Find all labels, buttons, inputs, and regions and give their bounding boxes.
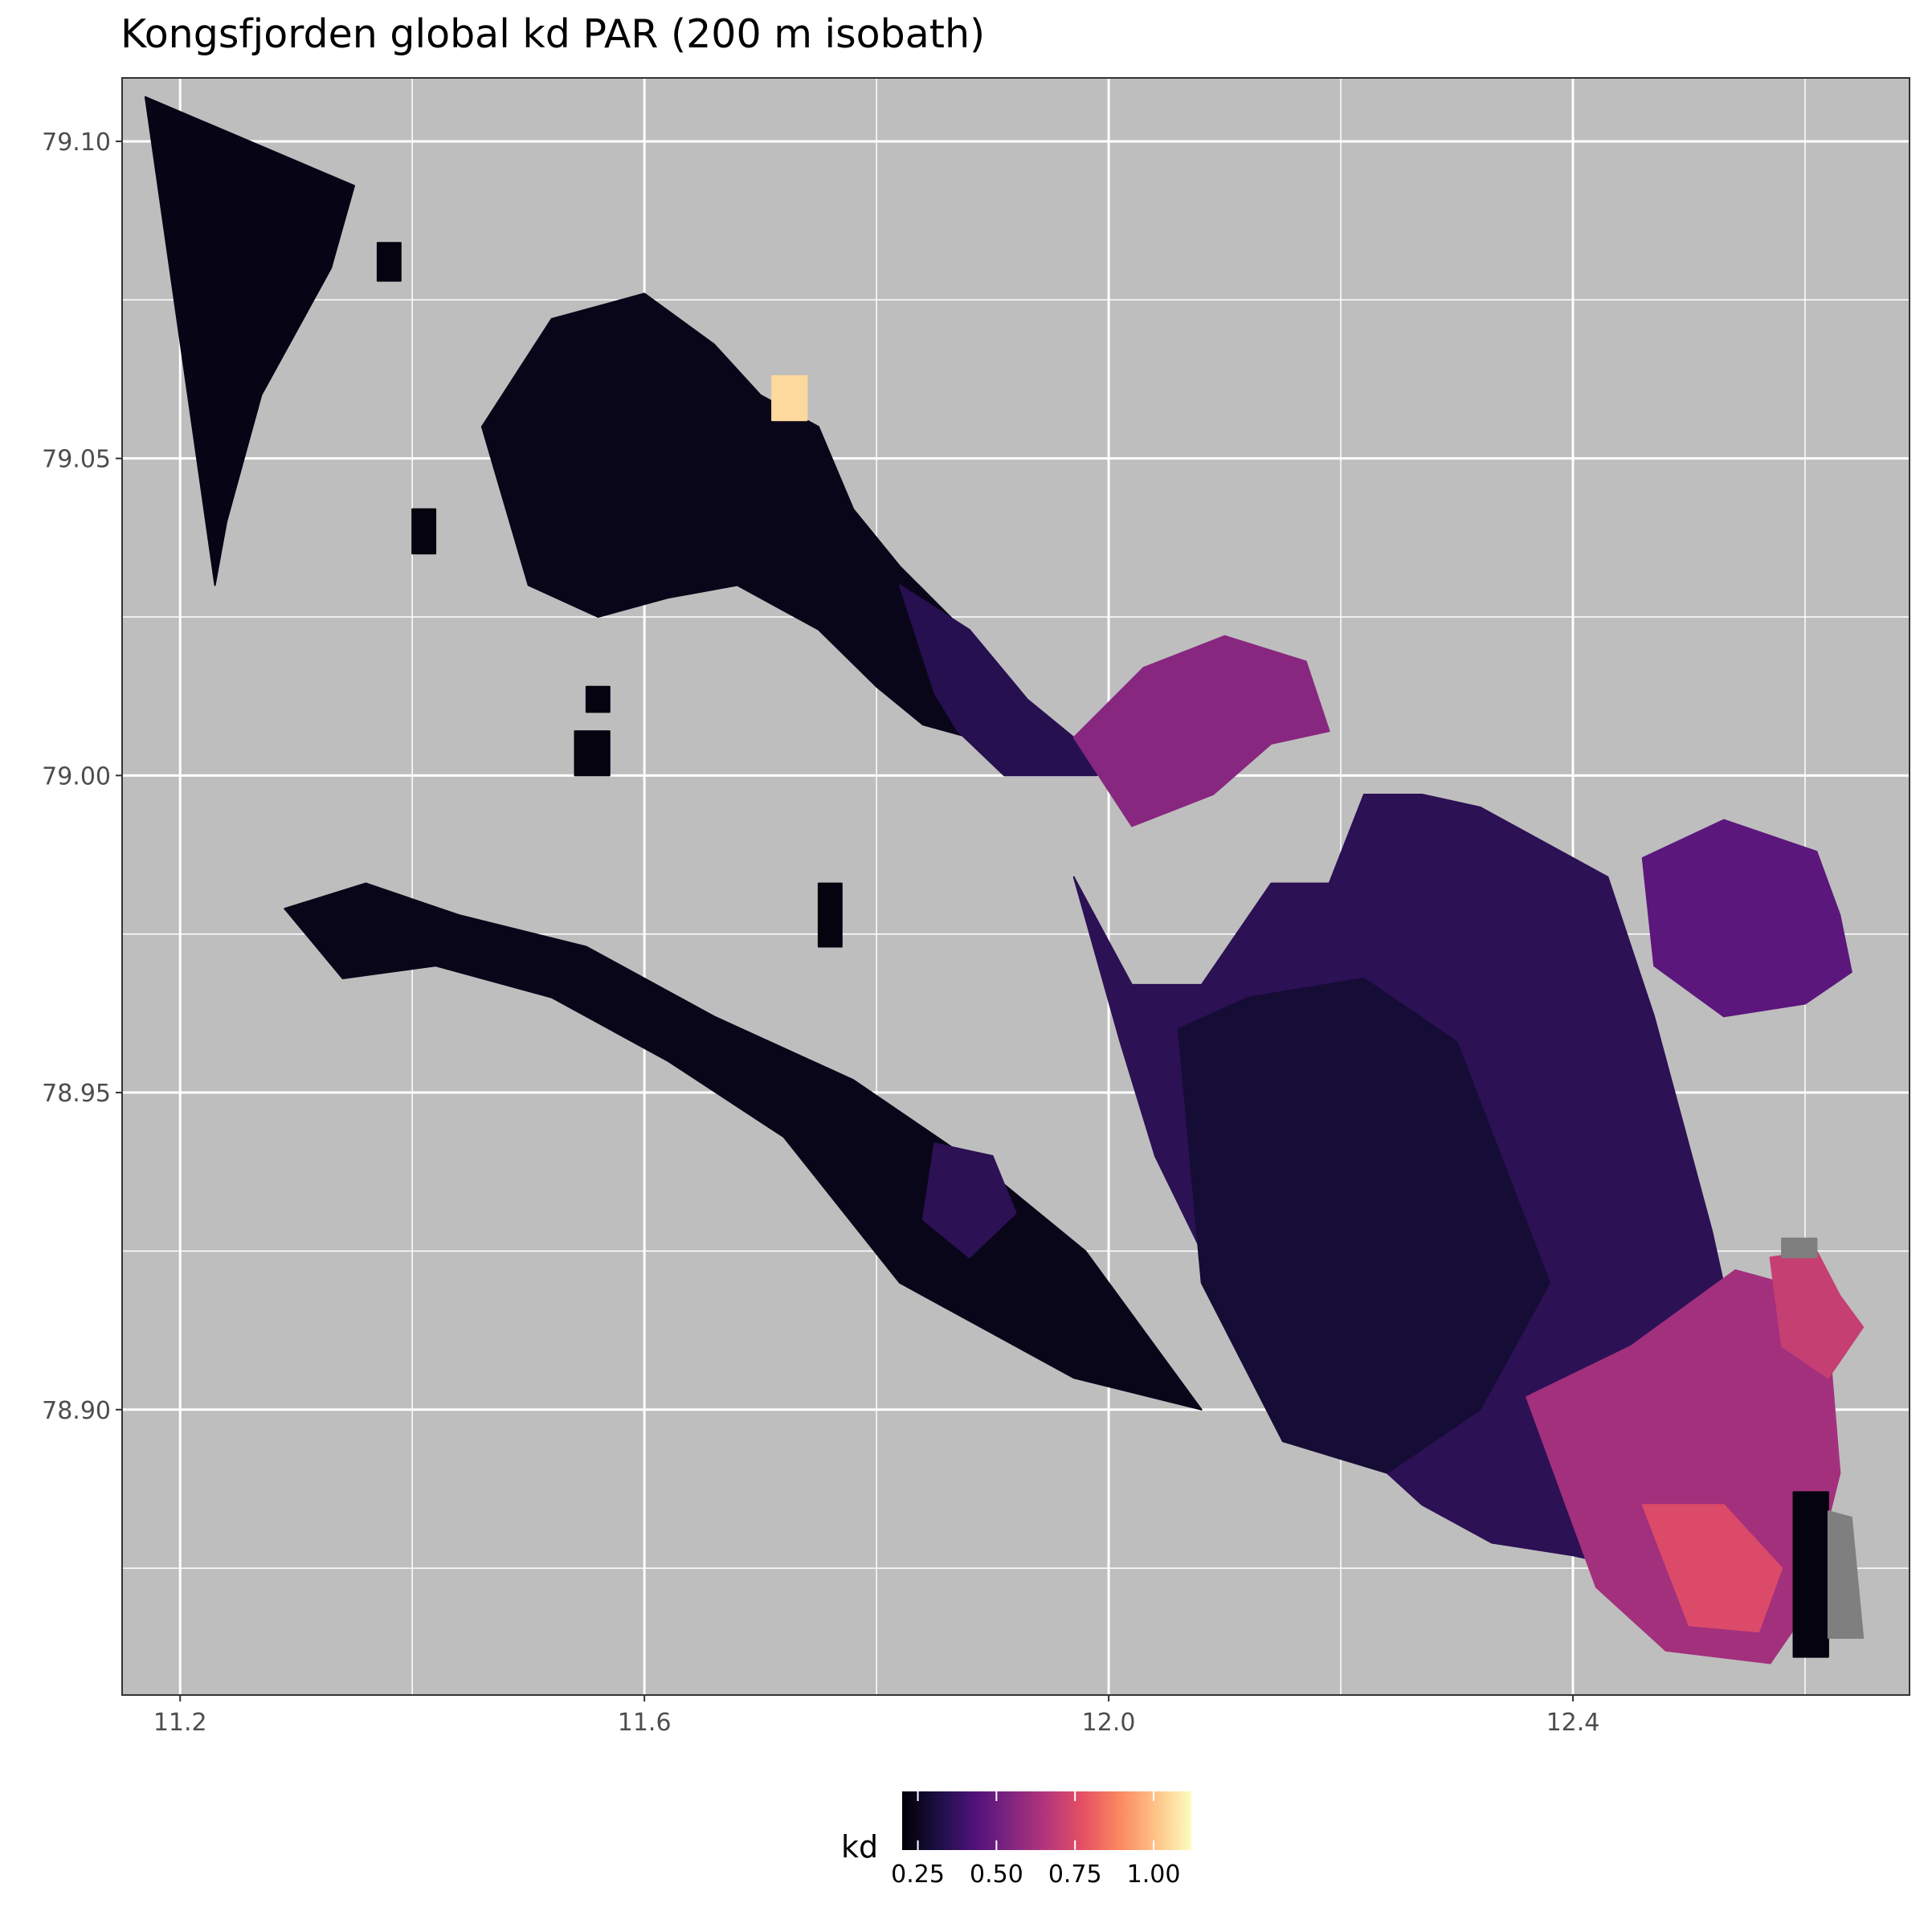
y-tick-label: 78.90 <box>42 1397 111 1425</box>
x-tick-label: 12.4 <box>1546 1709 1600 1737</box>
colorbar-label: 1.00 <box>1127 1861 1181 1889</box>
x-tick-label: 11.2 <box>153 1709 207 1737</box>
raster-region-southern-basin-deep <box>1177 978 1551 1474</box>
raster-region-northern-channel <box>899 584 1098 777</box>
raster-region-southeast-shelf-core <box>1641 1504 1783 1633</box>
plot-panel <box>121 77 1910 1696</box>
y-tick-label: 79.05 <box>42 446 111 474</box>
raster-region-islet-4 <box>574 730 611 777</box>
raster-region-islet-1 <box>376 242 402 282</box>
x-tick-label: 12.0 <box>1082 1709 1136 1737</box>
raster-region-western-arm <box>284 882 1203 1411</box>
raster-region-islet-5 <box>817 882 843 948</box>
raster-region-northwest-triangle <box>144 96 355 586</box>
panel-border <box>121 77 1910 1696</box>
raster-region-arm-south-tip <box>921 1142 1017 1259</box>
raster-region-islet-2 <box>411 508 437 555</box>
legend: kd 0.25 0.50 0.75 1.00 <box>841 1791 1191 1889</box>
raster-region-southeast-dark-strip <box>1792 1491 1829 1658</box>
raster-region-arm-north <box>1072 635 1330 827</box>
colorbar-label: 0.25 <box>891 1861 945 1889</box>
raster-region-na-cap <box>1781 1237 1818 1259</box>
raster-region-na-strip <box>1827 1510 1865 1639</box>
y-tick-label: 79.00 <box>42 762 111 790</box>
x-tick-label: 11.6 <box>618 1709 672 1737</box>
colorbar-label: 0.50 <box>970 1861 1023 1889</box>
raster-region-east-lobe <box>1641 819 1852 1018</box>
y-tick-label: 79.10 <box>42 129 111 157</box>
legend-title: kd <box>841 1829 878 1865</box>
raster-region-islet-3 <box>585 685 611 713</box>
colorbar <box>902 1791 1191 1850</box>
axes: 11.2 11.6 12.0 12.4 78.90 78.95 79.00 79.05 79.1… <box>42 129 1599 1737</box>
colorbar-label: 0.75 <box>1048 1861 1102 1889</box>
chart-title: Kongsfjorden global kd PAR (200 m isobat… <box>120 11 985 57</box>
raster-region-northern-basin-bright-edge <box>771 375 808 422</box>
y-tick-label: 78.95 <box>42 1080 111 1108</box>
